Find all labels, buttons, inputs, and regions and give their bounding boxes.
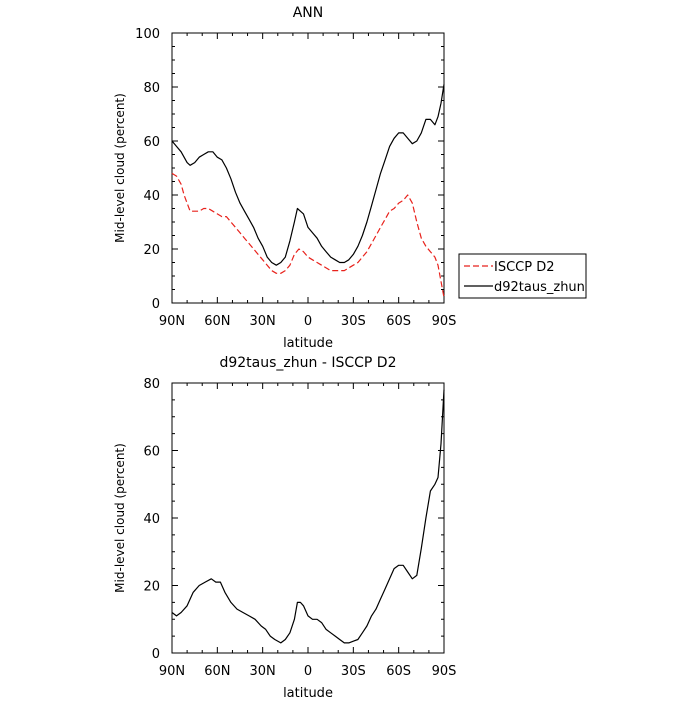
x-tick-label: 90N bbox=[159, 664, 185, 679]
y-tick-label: 100 bbox=[135, 27, 160, 42]
y-axis-label: Mid-level cloud (percent) bbox=[113, 93, 127, 243]
legend-label: ISCCP D2 bbox=[494, 260, 555, 275]
plot-frame bbox=[171, 32, 445, 304]
x-tick-label: 60S bbox=[386, 314, 411, 329]
x-tick-label: 90N bbox=[159, 314, 185, 329]
plot-frame bbox=[171, 382, 445, 654]
x-tick-label: 60N bbox=[204, 314, 230, 329]
x-tick-label: 0 bbox=[304, 664, 312, 679]
chart-title: ANN bbox=[293, 5, 324, 21]
legend-box bbox=[458, 253, 587, 299]
series-line-isccp-d2 bbox=[171, 172, 445, 298]
x-tick-label: 90S bbox=[432, 314, 457, 329]
x-axis-label: latitude bbox=[283, 686, 333, 700]
x-tick-label: 0 bbox=[304, 314, 312, 329]
x-tick-label: 30N bbox=[250, 664, 276, 679]
y-tick-label: 80 bbox=[143, 81, 160, 96]
x-tick-label: 30N bbox=[250, 314, 276, 329]
y-tick-label: 40 bbox=[143, 512, 160, 527]
series-line-0 bbox=[171, 389, 445, 644]
x-tick-label: 30S bbox=[341, 314, 366, 329]
y-tick-label: 80 bbox=[143, 377, 160, 392]
y-tick-label: 0 bbox=[152, 297, 160, 312]
y-tick-label: 40 bbox=[143, 189, 160, 204]
x-tick-label: 90S bbox=[432, 664, 457, 679]
x-axis-label: latitude bbox=[283, 336, 333, 351]
y-tick-label: 20 bbox=[143, 580, 160, 595]
y-tick-label: 60 bbox=[143, 445, 160, 460]
x-tick-label: 60S bbox=[386, 664, 411, 679]
y-axis-label: Mid-level cloud (percent) bbox=[113, 443, 127, 593]
chart-title: d92taus_zhun - ISCCP D2 bbox=[219, 355, 396, 371]
y-tick-label: 60 bbox=[143, 135, 160, 150]
series-line-d92taus-zhun bbox=[171, 84, 445, 266]
x-tick-label: 60N bbox=[204, 664, 230, 679]
y-tick-label: 0 bbox=[152, 647, 160, 662]
x-tick-label: 30S bbox=[341, 664, 366, 679]
y-tick-label: 20 bbox=[143, 243, 160, 258]
legend-label: d92taus_zhun bbox=[494, 280, 585, 295]
